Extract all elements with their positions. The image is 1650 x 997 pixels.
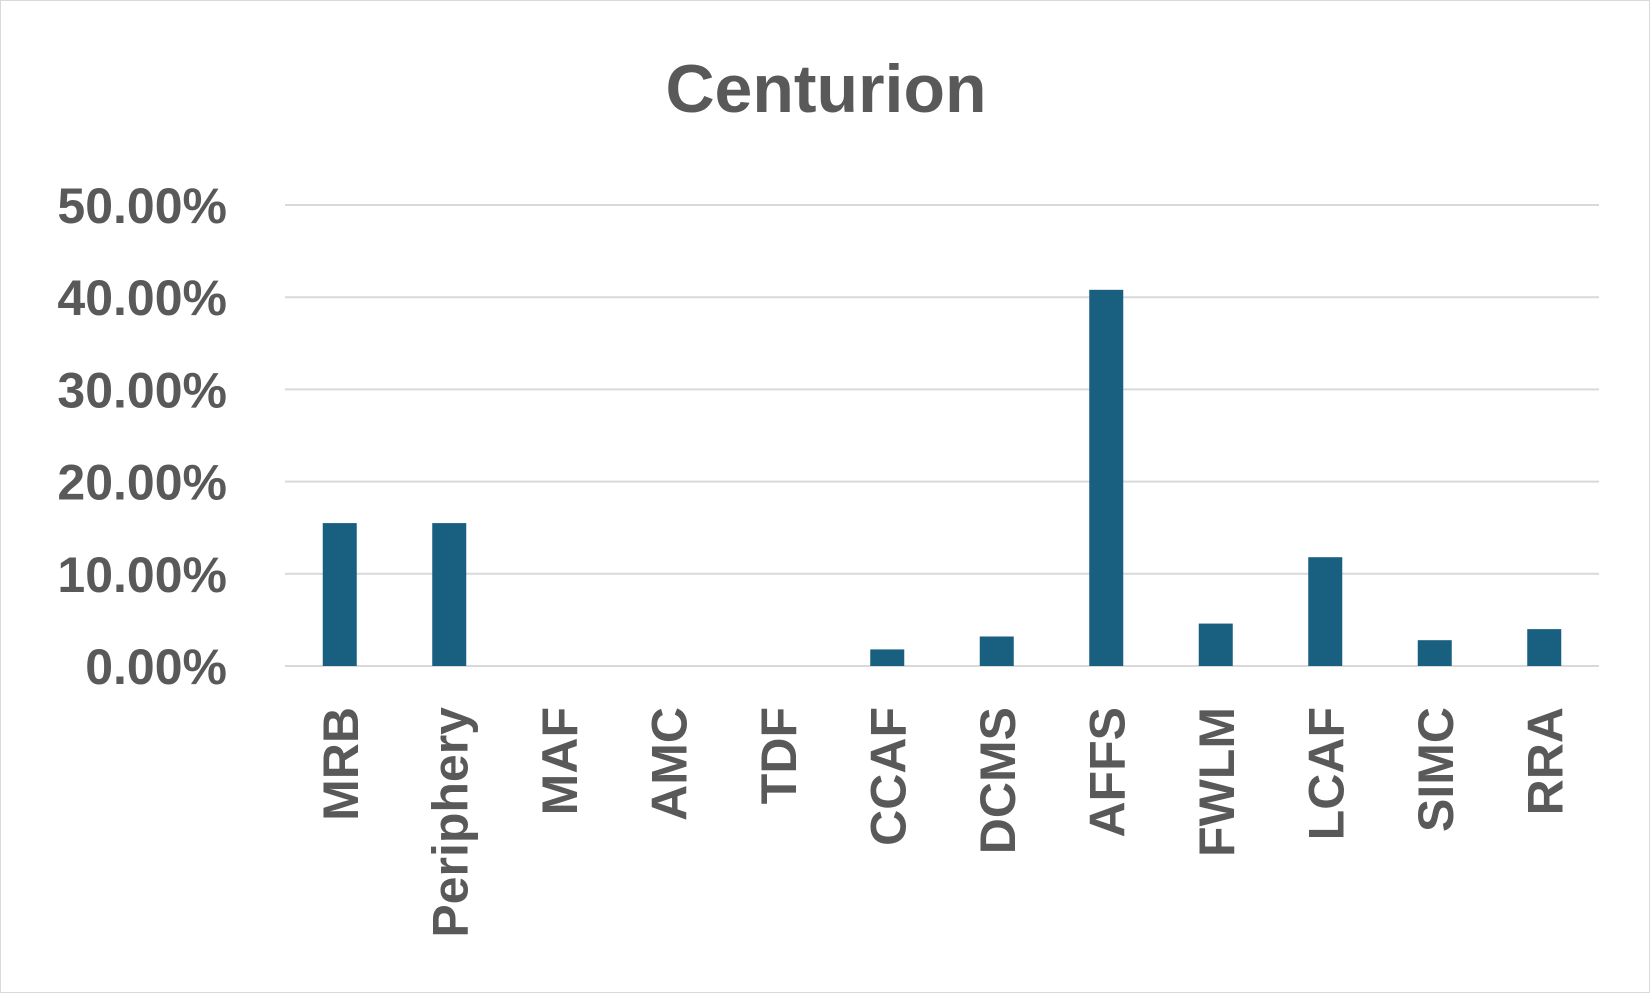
x-tick-label: FWLM	[1189, 707, 1245, 857]
x-axis-tick-labels: MRB Periphery MAF AMC TDF CCAF DCMS AFFS FWLM LCA…	[313, 707, 1574, 938]
y-axis-tick-labels: 0.00% 10.00% 20.00% 30.00% 40.00% 50.00%	[57, 178, 227, 695]
y-tick-label: 30.00%	[57, 362, 227, 418]
x-tick-label: RRA	[1517, 707, 1573, 815]
bar	[322, 523, 357, 666]
bar	[1308, 557, 1343, 666]
bar	[1198, 623, 1233, 666]
bar	[1089, 289, 1124, 666]
x-tick-label: Periphery	[422, 707, 478, 938]
y-tick-label: 0.00%	[85, 639, 227, 695]
x-tick-label: AFFS	[1079, 707, 1135, 838]
y-tick-label: 20.00%	[57, 455, 227, 511]
x-tick-label: MRB	[313, 707, 369, 821]
y-tick-label: 40.00%	[57, 270, 227, 326]
bar	[870, 649, 905, 666]
y-tick-label: 10.00%	[57, 547, 227, 603]
x-tick-label: TDF	[751, 707, 807, 804]
x-tick-label: AMC	[641, 707, 697, 821]
x-tick-label: SIMC	[1408, 707, 1464, 832]
x-tick-label: CCAF	[860, 707, 916, 846]
bar	[1417, 640, 1452, 666]
x-tick-label: DCMS	[970, 707, 1026, 854]
gridlines	[285, 204, 1599, 667]
y-tick-label: 50.00%	[57, 178, 227, 234]
x-tick-label: MAF	[532, 707, 588, 815]
x-tick-label: LCAF	[1298, 707, 1354, 840]
bars	[322, 289, 1562, 666]
chart-title: Centurion	[665, 51, 986, 127]
bar	[432, 523, 467, 666]
bar	[1527, 629, 1562, 666]
bar	[979, 636, 1014, 666]
